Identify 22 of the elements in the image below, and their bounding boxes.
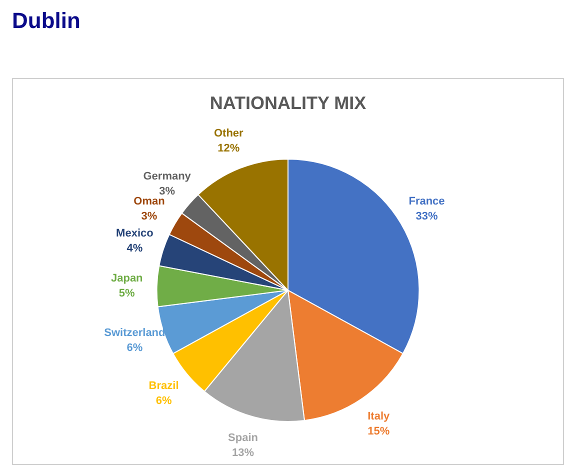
chart-title: NATIONALITY MIX <box>210 92 366 113</box>
data-label: 4% <box>126 242 143 255</box>
slice-label: France <box>408 195 445 208</box>
data-label: 6% <box>126 342 143 354</box>
data-label: 3% <box>141 210 158 222</box>
text: Dublin <box>12 8 82 35</box>
data-label: 6% <box>156 395 172 408</box>
slice-label: Brazil <box>148 380 179 392</box>
data-label: 13% <box>232 447 254 460</box>
slice-label: Oman <box>134 195 166 208</box>
slice-label: Mexico <box>116 228 154 240</box>
slice-label: Germany <box>143 170 192 183</box>
data-label: 12% <box>218 142 240 154</box>
data-label: 5% <box>118 287 136 300</box>
slice-label: Japan <box>110 272 144 284</box>
slice-label: Other <box>214 127 244 140</box>
data-label: 15% <box>368 426 390 438</box>
slice-label: Italy <box>368 410 390 423</box>
data-label: 33% <box>416 210 438 222</box>
slice-label: Switzerland <box>104 327 166 340</box>
data-label: 3% <box>159 186 176 198</box>
slice-label: Spain <box>228 432 258 444</box>
